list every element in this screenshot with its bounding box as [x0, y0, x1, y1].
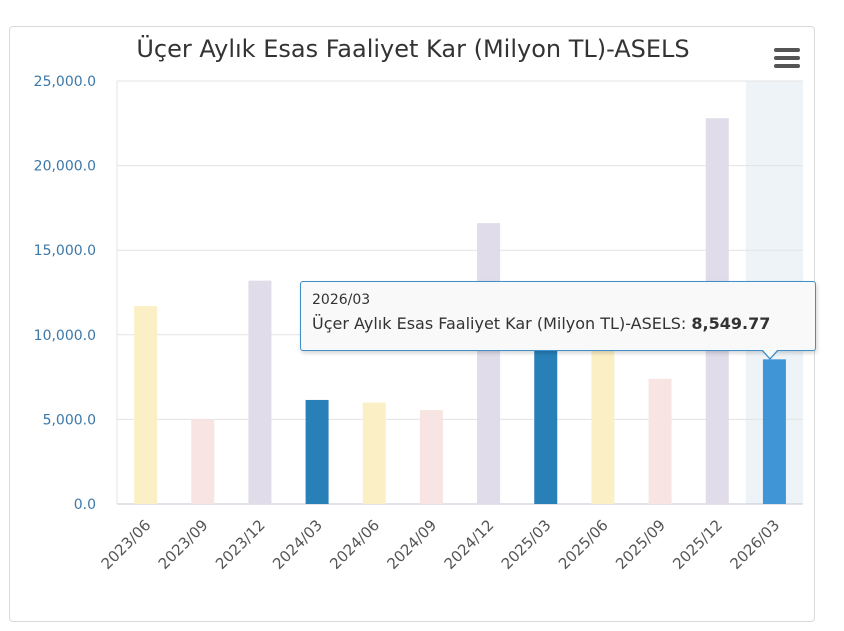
tooltip-body: Üçer Aylık Esas Faaliyet Kar (Milyon TL)… — [312, 314, 815, 333]
tooltip-category: 2026/03 — [312, 292, 371, 308]
y-tick-label: 20,000.0 — [34, 159, 96, 175]
x-tick-label: 2025/06 — [555, 516, 612, 573]
x-tick-label: 2025/09 — [612, 516, 669, 573]
x-tick-label: 2023/06 — [98, 516, 155, 573]
hamburger-menu-icon — [774, 56, 800, 60]
y-tick-label: 5,000.0 — [43, 412, 96, 428]
y-tick-label: 25,000.0 — [34, 74, 96, 90]
bar-2024-06 — [362, 402, 386, 504]
y-tick-label: 10,000.0 — [34, 328, 96, 344]
bar-2024-09 — [419, 410, 443, 504]
tooltip-series-label: Üçer Aylık Esas Faaliyet Kar (Milyon TL)… — [312, 314, 687, 333]
x-tick-label: 2025/03 — [498, 516, 555, 573]
tooltip-pointer-fill — [762, 349, 778, 358]
x-tick-label: 2025/12 — [669, 516, 726, 573]
x-tick-label: 2023/09 — [155, 516, 212, 573]
bar-2023-12 — [248, 280, 272, 504]
y-tick-label: 15,000.0 — [34, 243, 96, 259]
x-tick-label: 2024/06 — [326, 516, 383, 573]
hamburger-menu-icon — [774, 48, 800, 52]
tooltip: 2026/03 Üçer Aylık Esas Faaliyet Kar (Mi… — [300, 281, 816, 351]
bar-2023-06 — [134, 306, 158, 504]
bar-2023-09 — [191, 419, 215, 504]
x-tick-label: 2024/03 — [269, 516, 326, 573]
x-tick-label: 2024/09 — [383, 516, 440, 573]
bar-2025-03 — [534, 340, 558, 504]
x-tick-label: 2026/03 — [726, 516, 783, 573]
tooltip-value: 8,549.77 — [691, 314, 771, 333]
x-tick-label: 2024/12 — [441, 516, 498, 573]
y-tick-label: 0.0 — [74, 497, 96, 513]
bar-2025-06 — [591, 343, 615, 504]
x-tick-label: 2023/12 — [212, 516, 269, 573]
chart-menu-button[interactable] — [771, 44, 803, 72]
bar-2025-09 — [648, 378, 672, 504]
chart-title: Üçer Aylık Esas Faaliyet Kar (Milyon TL)… — [136, 35, 690, 63]
hamburger-menu-icon — [774, 64, 800, 68]
bar-2024-03 — [305, 399, 329, 504]
bar-2026-03 — [762, 359, 786, 504]
bar-2024-12 — [477, 223, 501, 505]
